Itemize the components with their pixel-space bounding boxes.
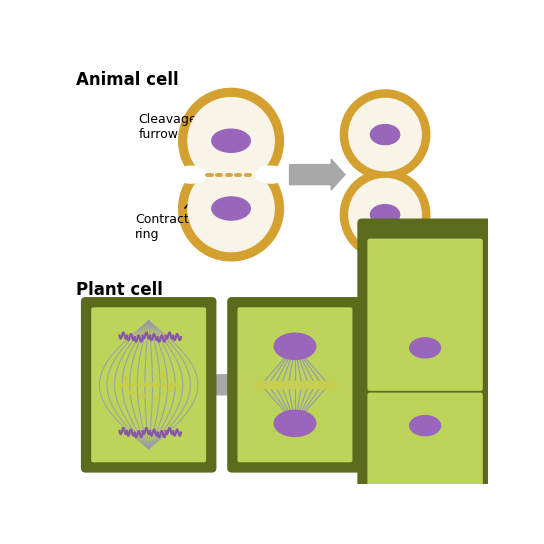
Text: Animal cell: Animal cell bbox=[76, 71, 178, 89]
Ellipse shape bbox=[168, 388, 172, 392]
Text: Golgi vesicles: Golgi vesicles bbox=[81, 389, 167, 468]
FancyBboxPatch shape bbox=[367, 238, 484, 392]
FancyBboxPatch shape bbox=[81, 297, 217, 473]
Text: Contractile
ring: Contractile ring bbox=[135, 183, 206, 241]
Ellipse shape bbox=[131, 384, 135, 386]
Ellipse shape bbox=[256, 166, 287, 183]
Ellipse shape bbox=[156, 384, 160, 386]
Ellipse shape bbox=[162, 384, 166, 386]
Circle shape bbox=[188, 97, 274, 184]
Ellipse shape bbox=[274, 410, 316, 436]
Circle shape bbox=[349, 178, 421, 251]
Circle shape bbox=[188, 165, 274, 252]
Ellipse shape bbox=[140, 394, 145, 397]
Circle shape bbox=[341, 90, 430, 179]
FancyBboxPatch shape bbox=[357, 219, 493, 544]
Ellipse shape bbox=[129, 391, 134, 394]
Ellipse shape bbox=[212, 129, 250, 152]
FancyBboxPatch shape bbox=[367, 392, 484, 544]
Ellipse shape bbox=[168, 384, 172, 386]
FancyBboxPatch shape bbox=[227, 297, 363, 473]
Text: Plant cell: Plant cell bbox=[76, 281, 163, 299]
Ellipse shape bbox=[410, 416, 441, 436]
FancyBboxPatch shape bbox=[90, 306, 207, 463]
Ellipse shape bbox=[370, 205, 400, 225]
Ellipse shape bbox=[160, 374, 165, 377]
Ellipse shape bbox=[119, 384, 123, 386]
Text: Cleavage
furrow: Cleavage furrow bbox=[139, 113, 218, 170]
Ellipse shape bbox=[176, 166, 206, 183]
Circle shape bbox=[349, 98, 421, 171]
Ellipse shape bbox=[144, 384, 147, 386]
Ellipse shape bbox=[175, 384, 178, 386]
Bar bbox=[252, 381, 337, 388]
Ellipse shape bbox=[138, 384, 141, 386]
Ellipse shape bbox=[212, 197, 250, 220]
FancyArrow shape bbox=[289, 159, 345, 190]
Ellipse shape bbox=[150, 384, 153, 386]
Ellipse shape bbox=[370, 125, 400, 145]
Circle shape bbox=[341, 170, 430, 259]
FancyBboxPatch shape bbox=[237, 306, 354, 463]
Ellipse shape bbox=[125, 384, 129, 386]
Ellipse shape bbox=[123, 377, 128, 380]
FancyArrow shape bbox=[213, 370, 252, 399]
Circle shape bbox=[178, 156, 283, 261]
Ellipse shape bbox=[274, 333, 316, 360]
Ellipse shape bbox=[154, 397, 159, 400]
Ellipse shape bbox=[410, 338, 441, 358]
Circle shape bbox=[178, 88, 283, 193]
Text: Cell
plate: Cell plate bbox=[290, 298, 354, 381]
FancyArrow shape bbox=[360, 370, 394, 399]
